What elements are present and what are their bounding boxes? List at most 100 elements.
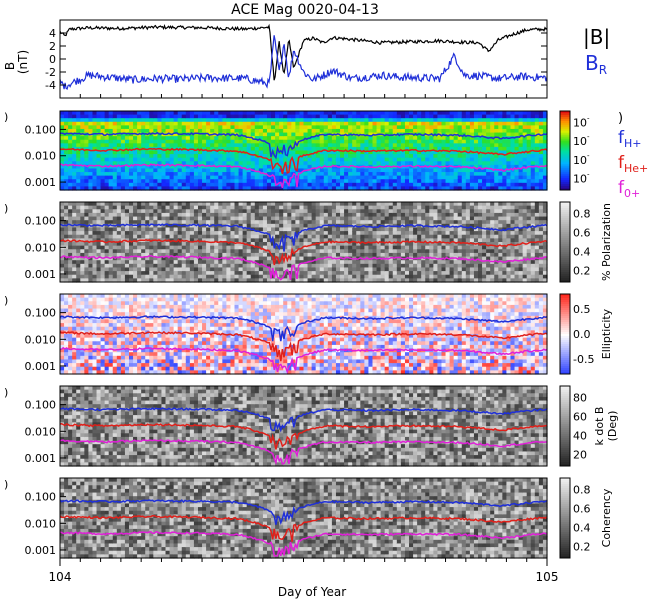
heatmap-cell (392, 186, 398, 191)
heatmap-cell (234, 231, 240, 236)
heatmap-cell (368, 249, 374, 254)
heatmap-cell (287, 136, 292, 141)
heatmap-cell (331, 150, 337, 155)
heatmap-cell (271, 263, 276, 269)
heatmap-cell (311, 186, 317, 191)
heatmap-cell (465, 234, 471, 239)
heatmap-cell (242, 161, 248, 166)
heatmap-cell (133, 231, 138, 236)
heatmap-cell (542, 150, 548, 155)
heatmap-cell (534, 172, 540, 177)
heatmap-cell (141, 260, 146, 265)
heatmap-cell (104, 263, 110, 269)
heatmap-cell (429, 175, 434, 180)
heatmap-cell (437, 278, 443, 283)
heatmap-cell (254, 186, 260, 191)
heatmap-cell (181, 172, 187, 177)
heatmap-cell (295, 252, 301, 258)
heatmap-cell (307, 143, 313, 148)
heatmap-cell (344, 150, 349, 155)
heatmap-cell (473, 274, 479, 279)
heatmap-cell (315, 209, 321, 214)
heatmap-cell (311, 157, 317, 162)
heatmap-cell (323, 227, 329, 232)
heatmap-cell (197, 136, 203, 141)
heatmap-cell (88, 238, 94, 243)
heatmap-cell (327, 146, 333, 152)
heatmap-cell (128, 271, 134, 276)
heatmap-cell (478, 164, 483, 170)
heatmap-cell (60, 271, 65, 276)
heatmap-cell (429, 139, 434, 144)
heatmap-cell (84, 263, 90, 269)
heatmap-cell (473, 114, 479, 119)
heatmap-cell (80, 172, 85, 177)
heatmap-cell (222, 154, 227, 159)
heatmap-cell (169, 260, 175, 265)
heatmap-cell (189, 205, 195, 210)
heatmap-cell (465, 146, 471, 152)
heatmap-cell (80, 260, 85, 265)
heatmap-cell (246, 154, 252, 159)
heatmap-cell (88, 263, 94, 269)
heatmap-cell (352, 263, 357, 269)
heatmap-cell (116, 186, 122, 191)
heatmap-cell (453, 168, 459, 173)
heatmap-cell (502, 150, 508, 155)
heatmap-cell (112, 274, 118, 279)
heatmap-cell (457, 260, 463, 265)
heatmap-cell (177, 256, 183, 261)
heatmap-cell (360, 114, 365, 119)
heatmap-cell (469, 182, 475, 188)
heatmap-cell (124, 114, 130, 119)
heatmap-cell (218, 263, 223, 269)
heatmap-cell (384, 114, 390, 119)
heatmap-cell (461, 234, 467, 239)
panel1-ylabel-bottom: (nT) (16, 50, 30, 74)
heatmap-cell (319, 143, 325, 148)
heatmap-cell (96, 209, 102, 214)
heatmap-cell (149, 136, 154, 141)
heatmap-cell (307, 256, 313, 261)
heatmap-cell (441, 274, 447, 279)
heatmap-cell (404, 278, 410, 283)
heatmap-cell (80, 157, 85, 162)
heatmap-cell (60, 118, 65, 123)
heatmap-cell (437, 143, 443, 148)
heatmap-cell (392, 205, 398, 210)
heatmap-cell (92, 274, 98, 279)
heatmap-cell (396, 146, 402, 152)
heatmap-cell (193, 154, 199, 159)
heatmap-cell (120, 252, 126, 258)
heatmap-cell (68, 114, 73, 119)
heatmap-cell (526, 157, 532, 162)
heatmap-cell (380, 205, 386, 210)
heatmap-cell (218, 245, 223, 250)
colorbar-step (560, 112, 570, 116)
heatmap-cell (112, 238, 118, 243)
heatmap-cell (425, 161, 430, 166)
heatmap-cell (218, 114, 223, 119)
heatmap-cell (360, 227, 365, 232)
heatmap-cell (181, 168, 187, 173)
heatmap-cell (335, 216, 341, 221)
heatmap-cell (141, 274, 146, 279)
heatmap-cell (124, 161, 130, 166)
heatmap-cell (210, 220, 215, 225)
heatmap-cell (323, 114, 329, 119)
heatmap-cell (137, 157, 142, 162)
heatmap-cell (344, 209, 349, 214)
heatmap-cell (453, 125, 459, 130)
heatmap-cell (234, 274, 240, 279)
heatmap-cell (112, 136, 118, 141)
heatmap-cell (258, 186, 264, 191)
heatmap-cell (417, 143, 422, 148)
heatmap-cell (352, 227, 357, 232)
heatmap-cell (392, 278, 398, 283)
heatmap-cell (311, 271, 317, 276)
heatmap-cell (165, 227, 171, 232)
heatmap-cell (323, 245, 329, 250)
heatmap-cell (303, 121, 309, 126)
heatmap-cell (522, 168, 528, 173)
heatmap-cell (100, 179, 106, 184)
